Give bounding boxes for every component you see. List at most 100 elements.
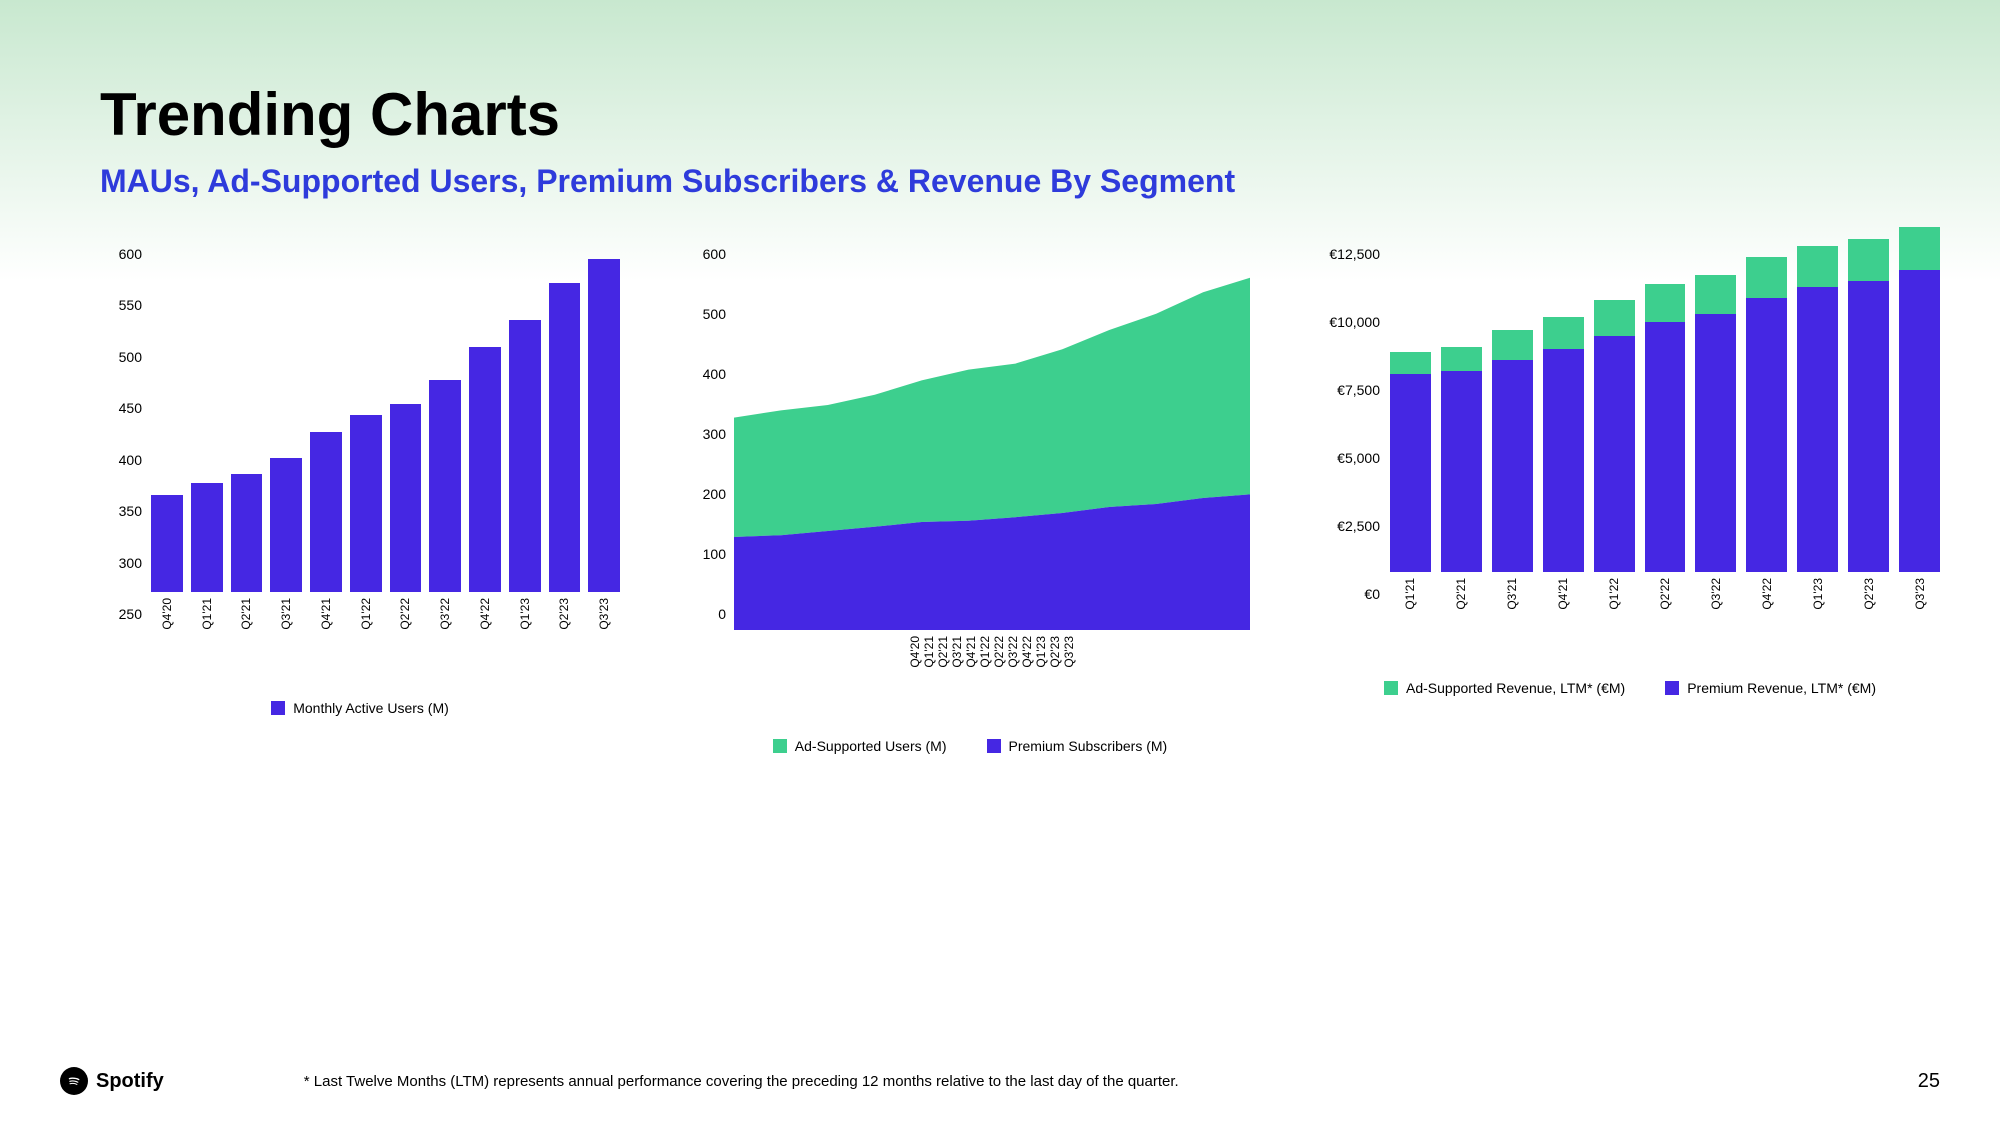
bar-segment-ad-supported xyxy=(1848,239,1889,281)
xtick-label: Q4'22 xyxy=(1760,578,1774,610)
bar xyxy=(310,432,342,592)
stacked-area-svg xyxy=(734,270,1250,630)
ytick-label: 0 xyxy=(718,606,726,622)
xtick-label: Q3'22 xyxy=(1709,578,1723,610)
bar-segment-ad-supported xyxy=(1594,300,1635,335)
page-title: Trending Charts xyxy=(100,80,2000,149)
xtick-label: Q4'20 xyxy=(160,598,174,630)
bar-stack xyxy=(1645,284,1686,572)
bar-segment-ad-supported xyxy=(1543,317,1584,350)
legend-swatch xyxy=(773,739,787,753)
bar-segment-premium xyxy=(1746,298,1787,573)
ytick-label: 350 xyxy=(119,503,142,519)
bar xyxy=(350,415,382,592)
ytick-label: €10,000 xyxy=(1329,314,1380,330)
ytick-label: €12,500 xyxy=(1329,246,1380,262)
bar-segment-ad-supported xyxy=(1441,347,1482,371)
bar-segment-ad-supported xyxy=(1390,352,1431,374)
bar-column: Q1'21 xyxy=(1390,352,1431,610)
xtick-label: Q3'22 xyxy=(1006,636,1020,668)
ytick-label: 600 xyxy=(119,246,142,262)
ytick-label: 250 xyxy=(119,606,142,622)
ytick-label: 200 xyxy=(703,486,726,502)
bar-segment-premium xyxy=(1492,360,1533,572)
bar xyxy=(191,483,223,592)
chart-revenue-plot: €0€2,500€5,000€7,500€10,000€12,500 Q1'21… xyxy=(1320,270,1940,610)
xtick-label: Q2'22 xyxy=(1658,578,1672,610)
charts-row: 250300350400450500550600 Q4'20Q1'21Q2'21… xyxy=(0,200,2000,754)
xtick-label: Q3'21 xyxy=(279,598,293,630)
legend-item: Premium Revenue, LTM* (€M) xyxy=(1665,680,1876,696)
ytick-label: 400 xyxy=(119,452,142,468)
bar-column: Q4'22 xyxy=(469,347,501,630)
bar xyxy=(509,320,541,593)
bar xyxy=(469,347,501,593)
bar-column: Q3'22 xyxy=(429,380,461,630)
xtick-label: Q4'22 xyxy=(478,598,492,630)
xtick-label: Q2'21 xyxy=(239,598,253,630)
bar-stack xyxy=(1441,347,1482,573)
bar-stack xyxy=(1899,227,1940,572)
xtick-label: Q2'22 xyxy=(992,636,1006,668)
legend-label: Ad-Supported Revenue, LTM* (€M) xyxy=(1406,680,1625,696)
bar-column: Q3'22 xyxy=(1695,275,1736,610)
xtick-label: Q2'23 xyxy=(1048,636,1062,668)
bar xyxy=(588,259,620,592)
chart-users-legend: Ad-Supported Users (M) Premium Subscribe… xyxy=(773,738,1167,754)
legend-swatch xyxy=(1665,681,1679,695)
bar-segment-premium xyxy=(1848,281,1889,572)
chart-mau: 250300350400450500550600 Q4'20Q1'21Q2'21… xyxy=(100,270,620,754)
spotify-icon xyxy=(60,1067,88,1095)
footnote: * Last Twelve Months (LTM) represents an… xyxy=(304,1073,1179,1090)
bar-segment-premium xyxy=(1797,287,1838,573)
legend-item: Ad-Supported Users (M) xyxy=(773,738,947,754)
bar-stack xyxy=(1848,239,1889,572)
legend-swatch xyxy=(987,739,1001,753)
xtick-label: Q2'21 xyxy=(936,636,950,668)
bar xyxy=(151,495,183,593)
bar-column: Q3'23 xyxy=(1899,227,1940,610)
xtick-label: Q1'22 xyxy=(1607,578,1621,610)
ytick-label: €7,500 xyxy=(1337,382,1380,398)
bar-column: Q3'21 xyxy=(270,458,302,630)
bar-column: Q1'22 xyxy=(350,415,382,630)
legend-label: Monthly Active Users (M) xyxy=(293,700,449,716)
bar-stack xyxy=(1543,317,1584,573)
xtick-label: Q1'23 xyxy=(1034,636,1048,668)
chart-users-yaxis: 0100200300400500600 xyxy=(690,270,734,630)
xtick-label: Q1'21 xyxy=(1403,578,1417,610)
xtick-label: Q4'21 xyxy=(964,636,978,668)
bar-column: Q1'21 xyxy=(191,483,223,630)
legend-label: Ad-Supported Users (M) xyxy=(795,738,947,754)
xtick-label: Q3'22 xyxy=(438,598,452,630)
legend-swatch xyxy=(1384,681,1398,695)
bar-stack xyxy=(1390,352,1431,572)
xtick-label: Q4'21 xyxy=(1556,578,1570,610)
bar xyxy=(549,283,581,593)
chart-mau-legend: Monthly Active Users (M) xyxy=(271,700,449,716)
bar-segment-ad-supported xyxy=(1797,246,1838,287)
page-subtitle: MAUs, Ad-Supported Users, Premium Subscr… xyxy=(100,163,2000,200)
ytick-label: 550 xyxy=(119,297,142,313)
page-number: 25 xyxy=(1918,1070,1940,1093)
xtick-label: Q2'23 xyxy=(557,598,571,630)
ytick-label: €0 xyxy=(1364,586,1380,602)
ytick-label: €2,500 xyxy=(1337,518,1380,534)
xtick-label: Q1'22 xyxy=(978,636,992,668)
bar-segment-ad-supported xyxy=(1492,330,1533,360)
legend-label: Premium Subscribers (M) xyxy=(1009,738,1168,754)
legend-item: Ad-Supported Revenue, LTM* (€M) xyxy=(1384,680,1625,696)
xtick-label: Q2'23 xyxy=(1862,578,1876,610)
xtick-label: Q1'21 xyxy=(200,598,214,630)
chart-revenue-yaxis: €0€2,500€5,000€7,500€10,000€12,500 xyxy=(1320,270,1390,610)
bar-column: Q1'23 xyxy=(509,320,541,630)
bar-segment-ad-supported xyxy=(1645,284,1686,322)
xtick-label: Q1'21 xyxy=(922,636,936,668)
bar-segment-premium xyxy=(1390,374,1431,573)
bar-segment-premium xyxy=(1695,314,1736,572)
bar-column: Q2'23 xyxy=(549,283,581,630)
legend-label: Premium Revenue, LTM* (€M) xyxy=(1687,680,1876,696)
xtick-label: Q3'23 xyxy=(1062,636,1076,668)
legend-item: Premium Subscribers (M) xyxy=(987,738,1168,754)
bar-column: Q4'22 xyxy=(1746,257,1787,610)
